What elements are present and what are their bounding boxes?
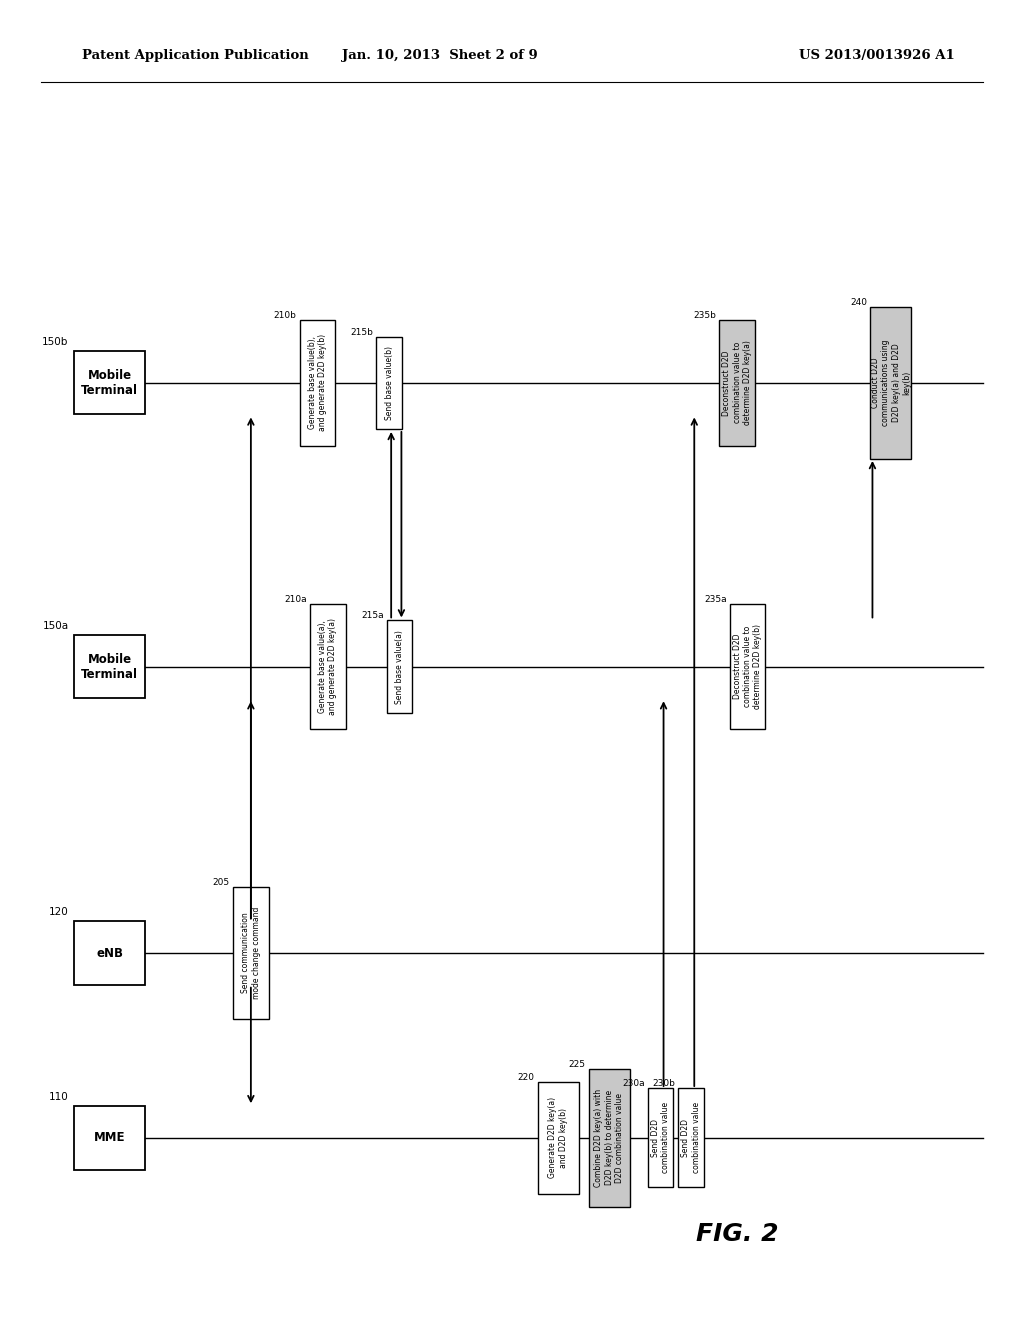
Text: 110: 110	[49, 1092, 69, 1102]
Text: 240: 240	[850, 298, 867, 308]
FancyBboxPatch shape	[74, 921, 145, 985]
FancyBboxPatch shape	[387, 620, 412, 713]
FancyBboxPatch shape	[74, 351, 145, 414]
Text: 215b: 215b	[350, 327, 373, 337]
FancyBboxPatch shape	[232, 887, 268, 1019]
Text: Generate D2D key(a)
and D2D key(b): Generate D2D key(a) and D2D key(b)	[549, 1097, 567, 1179]
Text: Send D2D
combination value: Send D2D combination value	[682, 1102, 700, 1173]
FancyBboxPatch shape	[309, 605, 346, 729]
Text: Jan. 10, 2013  Sheet 2 of 9: Jan. 10, 2013 Sheet 2 of 9	[342, 49, 539, 62]
FancyBboxPatch shape	[538, 1082, 579, 1193]
FancyBboxPatch shape	[648, 1088, 674, 1188]
Text: Conduct D2D
communications using
D2D key(a) and D2D
key(b): Conduct D2D communications using D2D key…	[870, 339, 911, 426]
FancyBboxPatch shape	[589, 1069, 630, 1206]
FancyBboxPatch shape	[870, 308, 911, 459]
Text: Generate base value(b),
and generate D2D key(b): Generate base value(b), and generate D2D…	[308, 334, 327, 432]
Text: eNB: eNB	[96, 946, 123, 960]
Text: Send D2D
combination value: Send D2D combination value	[651, 1102, 670, 1173]
FancyBboxPatch shape	[377, 337, 401, 429]
Text: 205: 205	[213, 878, 229, 887]
Text: 210b: 210b	[273, 312, 297, 321]
Text: 225: 225	[568, 1060, 586, 1069]
Text: 230a: 230a	[622, 1080, 645, 1088]
Text: 210a: 210a	[284, 595, 307, 605]
FancyBboxPatch shape	[679, 1088, 705, 1188]
Text: 230b: 230b	[652, 1080, 676, 1088]
Text: 235a: 235a	[703, 595, 727, 605]
Text: 220: 220	[517, 1073, 535, 1082]
Text: 120: 120	[49, 907, 69, 917]
Text: Mobile
Terminal: Mobile Terminal	[81, 368, 138, 397]
Text: Combine D2D key(a) with
D2D key(b) to determine
D2D combination value: Combine D2D key(a) with D2D key(b) to de…	[594, 1089, 625, 1187]
Text: 215a: 215a	[360, 611, 383, 620]
Text: MME: MME	[94, 1131, 125, 1144]
Text: 235b: 235b	[693, 312, 717, 321]
Text: Deconstruct D2D
combination value to
determine D2D key(a): Deconstruct D2D combination value to det…	[722, 341, 753, 425]
Text: Patent Application Publication: Patent Application Publication	[82, 49, 308, 62]
FancyBboxPatch shape	[719, 321, 756, 446]
FancyBboxPatch shape	[74, 1106, 145, 1170]
Text: Send communication
mode change command: Send communication mode change command	[242, 907, 260, 999]
Text: 150a: 150a	[42, 620, 69, 631]
FancyBboxPatch shape	[299, 321, 336, 446]
FancyBboxPatch shape	[729, 605, 766, 729]
Text: 150b: 150b	[42, 337, 69, 347]
Text: Mobile
Terminal: Mobile Terminal	[81, 652, 138, 681]
Text: Generate base value(a),
and generate D2D key(a): Generate base value(a), and generate D2D…	[318, 618, 337, 715]
Text: FIG. 2: FIG. 2	[696, 1222, 778, 1246]
Text: Send base value(a): Send base value(a)	[395, 630, 403, 704]
FancyBboxPatch shape	[74, 635, 145, 698]
Text: US 2013/0013926 A1: US 2013/0013926 A1	[799, 49, 954, 62]
Text: Send base value(b): Send base value(b)	[385, 346, 393, 420]
Text: Deconstruct D2D
combination value to
determine D2D key(b): Deconstruct D2D combination value to det…	[732, 624, 763, 709]
